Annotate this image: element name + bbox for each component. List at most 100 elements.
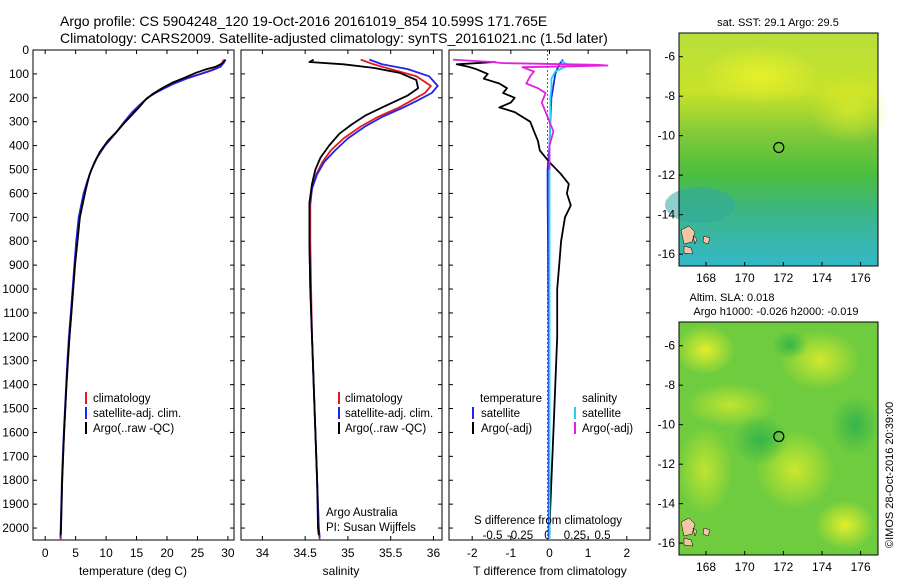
island-icon	[680, 225, 711, 255]
x-tick-label: 35	[341, 546, 355, 560]
sla-low-patch	[772, 331, 808, 359]
legend-label-argo: Argo(..raw -QC)	[93, 423, 174, 435]
header-line-2: Climatology: CARS2009. Satellite-adjuste…	[60, 30, 608, 46]
depth-tick-label: 2000	[2, 521, 29, 535]
map-lat-label: -12	[658, 168, 676, 182]
argo-australia-label: Argo Australia	[326, 507, 398, 519]
legend-header-temperature: temperature	[480, 393, 542, 405]
map-lat-label: -16	[658, 247, 676, 261]
sst-map-axes: 168 170 172 174 176 -6 -8 -10 -12 -14 -16	[658, 50, 871, 285]
series-satellite-adj-clim	[59, 59, 227, 538]
sst-warm-patch	[810, 75, 890, 145]
depth-tick-label: 100	[9, 67, 29, 81]
legend-label-satellite: satellite-adj. clim.	[345, 408, 433, 420]
float-location-marker	[773, 430, 785, 443]
depth-tick-label: 500	[9, 163, 29, 177]
series-climatology	[59, 59, 225, 540]
x-tick-label: 34	[256, 546, 270, 560]
depth-tick-label: 600	[9, 186, 29, 200]
depth-tick-label: 1600	[2, 425, 29, 439]
map-lat-label: -6	[664, 50, 675, 64]
s-difference-x-label: S difference from climatology	[474, 515, 622, 527]
map-lat-label: -14	[658, 208, 676, 222]
x-tick-label: 20	[160, 546, 174, 560]
series-argo-raw-qc	[308, 58, 420, 536]
pi-label: PI: Susan Wijffels	[326, 522, 416, 534]
watermark: ©IMOS 28-Oct-2016 20:39:00	[884, 402, 896, 548]
depth-tick-label: 800	[9, 234, 29, 248]
depth-tick-label: 1800	[2, 473, 29, 487]
x-tick-label: 25	[191, 546, 205, 560]
s-diff-tick-label: -0.5	[483, 530, 503, 542]
sla-low-patch	[732, 415, 788, 465]
x-tick-label: 1	[585, 546, 592, 560]
map-lon-label: 174	[812, 560, 832, 574]
temperature-legend: climatology satellite-adj. clim. Argo(..…	[85, 392, 181, 435]
s-diff-tick-label: -0.25	[507, 530, 533, 542]
depth-tick-label: 1400	[2, 378, 29, 392]
depth-tick-label: 1200	[2, 330, 29, 344]
legend-label-satellite: satellite-adj. clim.	[93, 408, 181, 420]
depth-tick-label: 1500	[2, 402, 29, 416]
depth-tick-label: 1700	[2, 449, 29, 463]
legend-label-t-satellite: satellite	[481, 408, 520, 420]
depth-tick-label: 300	[9, 115, 29, 129]
map-lon-label: 168	[696, 560, 716, 574]
map-lat-label: -14	[658, 497, 676, 511]
x-tick-label: 10	[99, 546, 113, 560]
sla-map-title: Altim. SLA: 0.018	[690, 292, 775, 304]
legend-label-s-satellite: satellite	[582, 408, 621, 420]
depth-axis: 0 100 200 300 400 500 600 700 800 900 1000 1100 1200…	[2, 43, 650, 535]
sla-low-patch	[830, 395, 880, 455]
x-tick-label: 2	[623, 546, 630, 560]
x-tick-label: -1	[506, 546, 517, 560]
x-tick-label: 0	[546, 546, 553, 560]
s-diff-tick-label: 0.25	[564, 530, 586, 542]
map-lon-label: 172	[773, 560, 793, 574]
map-lon-label: 176	[851, 560, 871, 574]
series-climatology	[309, 58, 432, 540]
sst-warm-patch	[700, 45, 820, 105]
legend-label-t-argo: Argo(-adj)	[481, 423, 532, 435]
map-lat-label: -6	[664, 339, 675, 353]
float-location-marker	[773, 141, 785, 154]
salinity-legend: climatology satellite-adj. clim. Argo(..…	[326, 392, 433, 534]
depth-tick-label: 700	[9, 210, 29, 224]
legend-label-argo: Argo(..raw -QC)	[345, 423, 426, 435]
sst-map	[665, 32, 890, 267]
map-lat-label: -12	[658, 457, 676, 471]
sla-high-patch	[675, 325, 735, 375]
sla-high-patch	[677, 425, 733, 515]
sla-map	[675, 321, 880, 556]
legend-label-s-argo: Argo(-adj)	[582, 423, 633, 435]
x-tick-label: 15	[130, 546, 144, 560]
temperature-x-axis: 0 5 10 15 20 25 30	[42, 50, 235, 560]
x-tick-label: 35.5	[379, 546, 403, 560]
map-lon-label: 176	[851, 271, 871, 285]
salinity-x-label: salinity	[323, 564, 360, 578]
map-lon-label: 172	[773, 271, 793, 285]
series-argo-raw-qc	[59, 59, 227, 536]
difference-series	[452, 58, 609, 540]
sla-map-frame	[678, 321, 879, 556]
depth-tick-label: 1000	[2, 282, 29, 296]
depth-tick-label: 400	[9, 139, 29, 153]
depth-tick-label: 900	[9, 258, 29, 272]
x-tick-label: -2	[467, 546, 478, 560]
salinity-panel	[240, 49, 443, 541]
map-lon-label: 174	[812, 271, 832, 285]
x-tick-label: 5	[72, 546, 79, 560]
s-difference-x-axis: -0.5 -0.25 0 0.25 0.5	[483, 530, 611, 542]
island-icon	[680, 517, 711, 547]
sla-high-patch	[815, 500, 875, 550]
sst-map-frame	[678, 32, 879, 267]
temperature-x-label: temperature (deg C)	[79, 564, 187, 578]
depth-tick-label: 1100	[3, 306, 29, 320]
map-lat-label: -8	[664, 378, 675, 392]
map-lat-label: -10	[658, 129, 676, 143]
sst-cool-patch	[665, 187, 735, 223]
map-lon-label: 168	[696, 271, 716, 285]
legend-label-climatology: climatology	[345, 393, 403, 405]
legend-header-salinity: salinity	[582, 393, 617, 405]
